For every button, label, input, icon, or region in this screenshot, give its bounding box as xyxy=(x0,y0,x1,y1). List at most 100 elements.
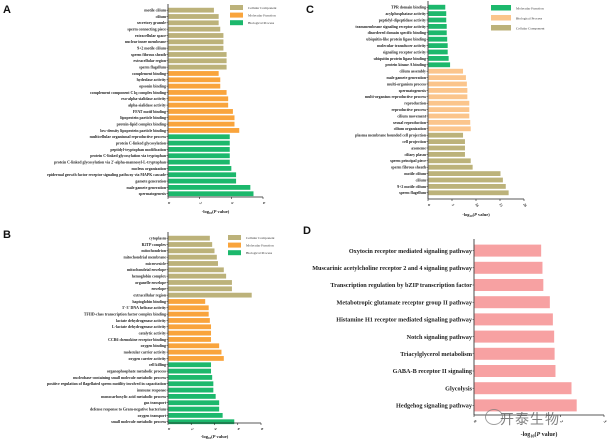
category-label: cell killing xyxy=(149,363,166,367)
category-label: spermatogenesis xyxy=(399,89,427,93)
bar-sperm-flagellum xyxy=(428,190,509,196)
category-label: L-lactate dehydrogenase activity xyxy=(112,325,166,329)
bar-multi-organism-process xyxy=(428,81,467,87)
bar-motile-cilium xyxy=(168,7,214,13)
category-label: opsonin binding xyxy=(139,84,166,88)
bar-muscarinic-acetylcholine-receptor-2-and-4-signaling-pathway xyxy=(474,261,543,274)
bar-motile-cilium xyxy=(428,171,501,176)
x-tick-label: 4 xyxy=(230,201,234,205)
category-label: cytoplasm xyxy=(149,237,167,241)
bar-multi-organism-reproductive-process xyxy=(428,94,468,100)
bar-reproductive-process xyxy=(428,107,470,112)
x-tick-label: 15 xyxy=(498,202,503,207)
legend-swatch-cellular-component xyxy=(228,235,241,240)
bar-cilium-organization xyxy=(428,126,471,132)
x-axis-label: -log10(P value) xyxy=(202,209,230,215)
x-tick-label: 20 xyxy=(522,202,527,207)
category-label: Oxytocin receptor mediated signaling pat… xyxy=(349,248,473,255)
chart-d: Oxytocin receptor mediated signaling pat… xyxy=(312,239,608,439)
category-label: ubiquitin protein ligase binding xyxy=(374,57,426,61)
bar-extracellular-region xyxy=(168,292,252,298)
x-tick-label: 0 xyxy=(427,203,431,207)
category-label: cilium assembly xyxy=(400,70,427,74)
bar-positive-regulation-of-flagellated-sperm-motility-involved-in-capacitation xyxy=(168,381,214,387)
x-tick-label: 0 xyxy=(473,419,478,423)
bar-oxygen-carrier-activity xyxy=(168,356,224,361)
legend-label-cellular-component: Cellular Component xyxy=(246,236,275,240)
category-label: lactate dehydrogenase activity xyxy=(116,319,166,323)
bar-spermatogenesis xyxy=(428,88,468,93)
legend-label-cellular-component: Cellular Component xyxy=(516,26,545,30)
category-label: oxygen carrier activity xyxy=(128,357,166,361)
category-label: gas transport xyxy=(144,401,167,405)
bar-triacylglycerol-metabolism xyxy=(474,347,555,360)
panel-d-letter: D xyxy=(303,225,311,237)
category-label: nuclear inner membrane xyxy=(125,40,166,44)
bar-sperm-flagellum xyxy=(168,64,227,70)
category-label: 9+2 motile cilium xyxy=(397,185,427,189)
bar-multicellular-organismal-reproductive-process xyxy=(168,134,230,140)
bar-organophosphate-metabolic-process xyxy=(168,368,212,374)
category-label: Histamine H1 receptor mediated signaling… xyxy=(336,317,473,324)
wechat-icon xyxy=(485,409,503,425)
panel-c-letter: C xyxy=(306,4,314,16)
x-axis-label: -log10(P value) xyxy=(201,434,229,440)
category-label: secretory granule xyxy=(137,21,166,25)
bar-hemoglobin-complex xyxy=(168,273,227,279)
bar-extracellular-space xyxy=(168,33,224,38)
category-label: GABA-B receptor II signaling xyxy=(393,368,473,375)
category-label: transmembrane signaling receptor activit… xyxy=(355,25,426,29)
x-tick-label: 4 xyxy=(213,427,217,431)
category-label: monocarboxylic acid metabolic process xyxy=(101,395,166,399)
category-label: sperm flagellum xyxy=(139,66,167,70)
bar-molecular-carrier-activity xyxy=(168,349,222,355)
category-label: positive regulation of flagellated sperm… xyxy=(47,382,167,386)
bar-r2tp-complex xyxy=(168,242,213,247)
panel-b-letter: B xyxy=(3,229,11,241)
category-label: sperm principal piece xyxy=(390,159,426,163)
category-label: plasma membrane bounded cell projection xyxy=(355,134,427,138)
legend-swatch-cellular-component xyxy=(491,25,511,31)
category-label: molecular carrier activity xyxy=(124,350,166,354)
bar-protein-kinase-a-binding xyxy=(428,62,451,68)
category-label: multi-organism reproductive process xyxy=(365,95,427,99)
category-label: reproduction xyxy=(404,102,427,106)
category-label: immune response xyxy=(137,388,166,392)
x-axis-label: -log10(P value) xyxy=(521,431,558,439)
category-label: sperm fibrous sheath xyxy=(131,53,167,57)
x-tick-label: 6 xyxy=(262,201,266,205)
bar-cilium-assembly xyxy=(428,68,464,74)
legend-swatch-molecular-function xyxy=(228,242,241,248)
bar-axoneme xyxy=(428,145,465,151)
bar-ciliary-plasm xyxy=(428,152,465,157)
x-tick-label: 2 xyxy=(559,419,564,423)
category-label: FFAT motif binding xyxy=(133,110,166,114)
category-label: alpha-sialidase activity xyxy=(128,103,166,107)
bar-sexual-reproduction xyxy=(428,120,471,125)
bar-histamine-h1-receptor-mediated-signaling-pathway xyxy=(474,313,553,326)
legend-label-cellular-component: Cellular Component xyxy=(248,6,277,10)
category-label: mitochondrion xyxy=(141,249,166,253)
category-label: protein C-linked glycosylation via trypt… xyxy=(90,154,167,158)
category-label: peptidyl-dipeptidase activity xyxy=(379,18,426,22)
category-label: protein C-linked glycosylation xyxy=(116,141,167,145)
category-label: cilium xyxy=(416,178,427,182)
bar-microvesicle xyxy=(168,261,218,266)
category-label: small molecule metabolic process xyxy=(111,420,166,424)
x-tick-label: 6 xyxy=(236,427,240,431)
legend-label-molecular-function: Molecular Function xyxy=(516,6,544,10)
category-label: sexual reproduction xyxy=(393,121,427,125)
x-tick-label: 8 xyxy=(260,427,264,431)
bar-transmembrane-signaling-receptor-activity xyxy=(428,24,447,29)
category-label: peptidyl-tryptophan modification xyxy=(110,148,167,152)
category-label: organophosphate metabolic process xyxy=(107,369,167,373)
category-label: complement binding xyxy=(132,72,166,76)
bar-nuclear-inner-membrane xyxy=(168,39,224,45)
category-label: Metabotropic glutamate receptor group II… xyxy=(337,299,473,306)
bar-protein-c-linked-glycosylation-via-tryptophan xyxy=(168,153,230,159)
bar-cilium-movement xyxy=(428,113,470,119)
bar-complement-component-c1q-complex-binding xyxy=(168,90,227,95)
bar-ffat-motif-binding xyxy=(168,109,233,114)
x-axis-label: -log10(P value) xyxy=(462,212,490,218)
bar-plasma-membrane-bounded-cell-projection xyxy=(428,132,464,138)
